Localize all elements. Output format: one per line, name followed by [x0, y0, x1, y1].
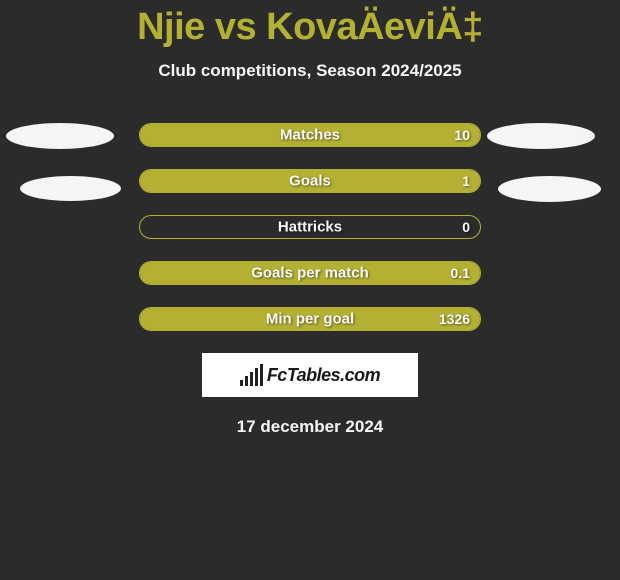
stat-value: 10: [454, 127, 470, 143]
logo-inner: FcTables.com: [240, 364, 380, 386]
stat-bar-min-per-goal: Min per goal 1326: [139, 307, 481, 331]
stat-value: 0.1: [451, 265, 470, 281]
logo-text: FcTables.com: [267, 365, 380, 386]
stat-bar-goals: Goals 1: [139, 169, 481, 193]
logo-bars-icon: [240, 364, 263, 386]
subtitle: Club competitions, Season 2024/2025: [0, 61, 620, 81]
player-right-ellipse-1: [487, 123, 595, 149]
page-title: Njie vs KovaÄeviÄ‡: [0, 6, 620, 49]
player-right-ellipse-2: [498, 176, 601, 202]
stat-value: 1: [462, 173, 470, 189]
stats-area: Matches 10 Goals 1 Hattricks 0 Goals per…: [0, 123, 620, 437]
player-left-ellipse-1: [6, 123, 114, 149]
stat-label: Hattricks: [278, 219, 342, 236]
stat-bar-hattricks: Hattricks 0: [139, 215, 481, 239]
stat-bar-matches: Matches 10: [139, 123, 481, 147]
stat-label: Goals per match: [251, 265, 369, 282]
stat-value: 1326: [439, 311, 470, 327]
logo-box: FcTables.com: [202, 353, 418, 397]
player-left-ellipse-2: [20, 176, 121, 201]
stat-bar-goals-per-match: Goals per match 0.1: [139, 261, 481, 285]
stat-label: Matches: [280, 127, 340, 144]
stat-label: Min per goal: [266, 311, 354, 328]
infographic-container: Njie vs KovaÄeviÄ‡ Club competitions, Se…: [0, 0, 620, 437]
stat-value: 0: [462, 219, 470, 235]
stat-label: Goals: [289, 173, 331, 190]
date-label: 17 december 2024: [0, 417, 620, 437]
